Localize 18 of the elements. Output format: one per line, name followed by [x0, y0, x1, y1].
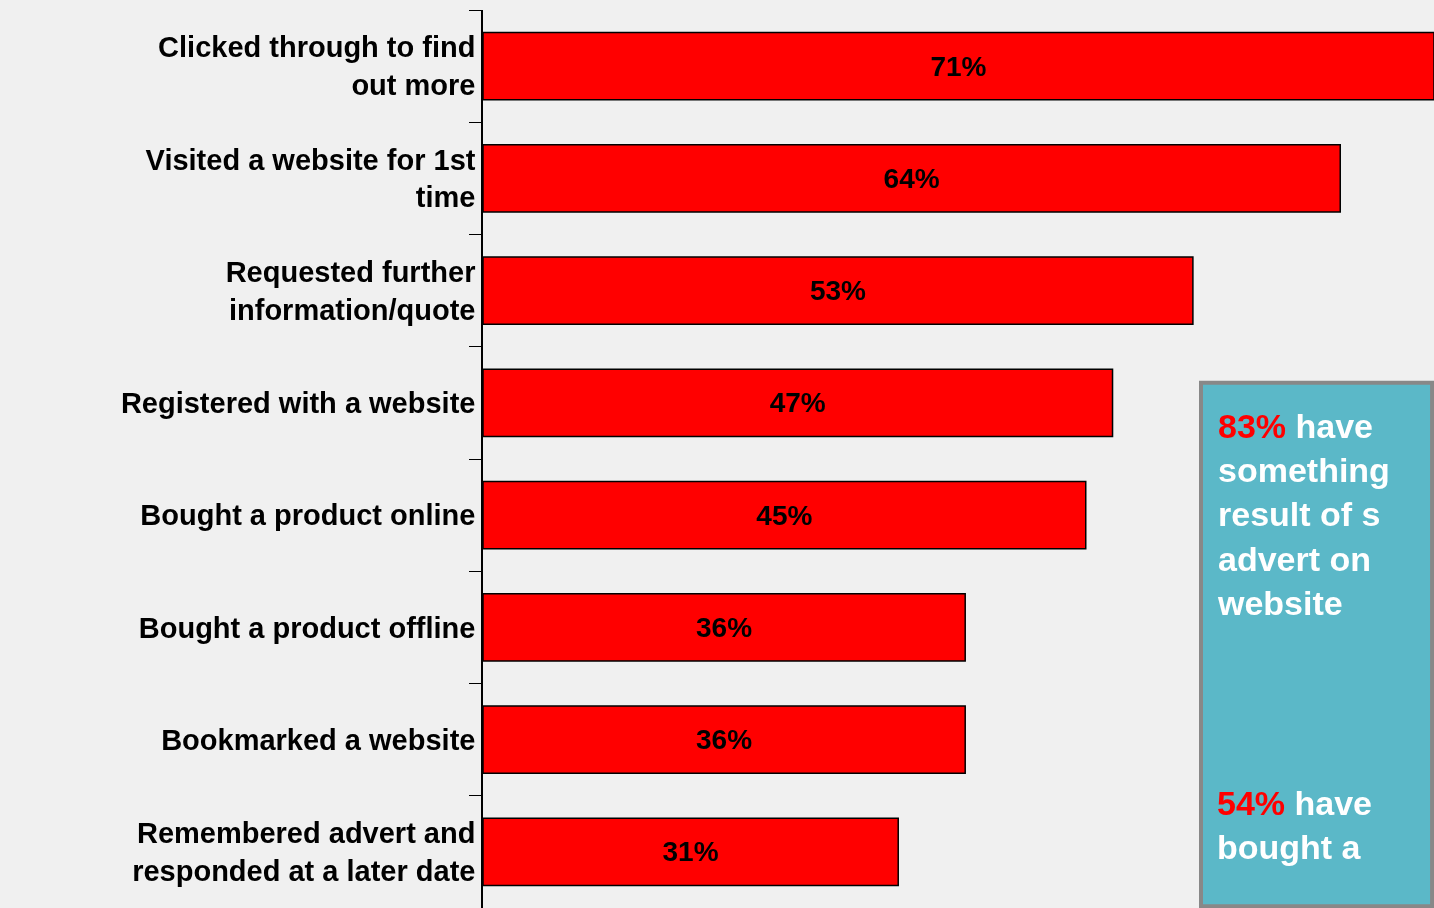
- y-tick-label: Bought a product online: [140, 499, 476, 532]
- y-tick-label: Requested further information/quote: [225, 255, 476, 326]
- y-tick-label: Bookmarked a website: [161, 723, 476, 756]
- data-label: 53%: [809, 275, 867, 307]
- data-label: 45%: [756, 499, 813, 531]
- annotation: 54% have bought a: [1217, 784, 1373, 867]
- y-tick-label: Remembered advert and responded at a later date: [132, 817, 476, 887]
- annotation: 83% have something result of s advert on website: [1217, 407, 1390, 622]
- data-label: 71%: [930, 50, 987, 82]
- data-label: 64%: [883, 162, 940, 194]
- data-label: 36%: [696, 611, 753, 643]
- y-tick-label: Bought a product offline: [138, 611, 476, 644]
- y-tick-label: Clicked through to find out more: [158, 31, 476, 102]
- y-tick-label: Registered with a website: [120, 387, 476, 420]
- y-tick-label: Visited a website for 1st time: [145, 143, 476, 214]
- data-label: 47%: [769, 387, 826, 419]
- data-label: 36%: [696, 724, 753, 756]
- data-label: 31%: [662, 836, 719, 868]
